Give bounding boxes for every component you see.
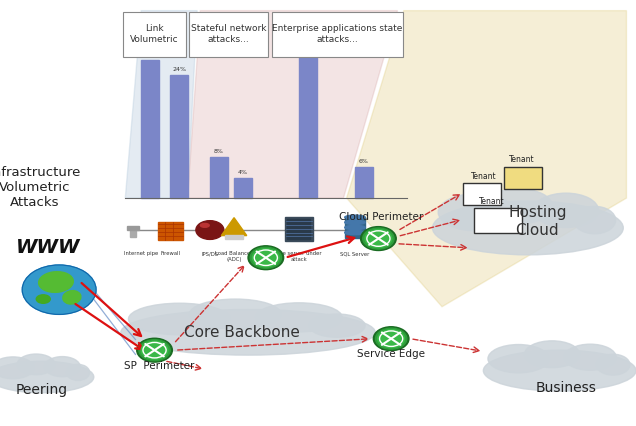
Bar — [130, 227, 136, 237]
Bar — [170, 75, 188, 198]
Bar — [345, 222, 365, 227]
Ellipse shape — [438, 193, 515, 231]
Text: 24%: 24% — [172, 67, 186, 72]
FancyBboxPatch shape — [123, 12, 186, 57]
Text: Load Balancer
(ADC): Load Balancer (ADC) — [216, 251, 252, 262]
Text: 30%: 30% — [301, 36, 315, 41]
Ellipse shape — [597, 354, 630, 375]
Ellipse shape — [200, 223, 209, 227]
Ellipse shape — [525, 341, 579, 368]
Ellipse shape — [564, 344, 616, 370]
Text: Service Edge: Service Edge — [357, 349, 425, 360]
Text: Cloud Perimeter: Cloud Perimeter — [340, 212, 424, 222]
Ellipse shape — [121, 309, 375, 355]
Circle shape — [250, 247, 282, 268]
Ellipse shape — [534, 193, 598, 227]
Text: WWW: WWW — [15, 238, 80, 256]
Bar — [345, 233, 365, 238]
Bar — [210, 157, 228, 198]
Polygon shape — [347, 11, 626, 307]
Text: Internet pipe: Internet pipe — [124, 251, 158, 256]
Ellipse shape — [67, 364, 90, 380]
Text: Enterprise applications state
attacks...: Enterprise applications state attacks... — [272, 24, 402, 44]
Circle shape — [373, 327, 409, 351]
Ellipse shape — [309, 314, 365, 337]
Bar — [345, 217, 365, 222]
Text: 4%: 4% — [238, 170, 248, 175]
Text: SQL Server: SQL Server — [340, 251, 370, 256]
Text: Tenant: Tenant — [471, 172, 496, 181]
Text: 27%: 27% — [143, 52, 157, 57]
Circle shape — [141, 341, 168, 359]
Ellipse shape — [39, 272, 73, 292]
Text: 6%: 6% — [359, 159, 369, 164]
Circle shape — [22, 265, 96, 314]
Ellipse shape — [345, 225, 365, 230]
Ellipse shape — [256, 303, 342, 332]
Ellipse shape — [128, 303, 230, 335]
Text: Hosting
Cloud: Hosting Cloud — [508, 205, 567, 238]
Circle shape — [248, 246, 284, 270]
Circle shape — [365, 230, 392, 248]
Text: Peering: Peering — [15, 383, 67, 397]
Bar — [299, 44, 317, 198]
Text: Tenant: Tenant — [509, 155, 534, 164]
Ellipse shape — [574, 206, 616, 234]
Ellipse shape — [432, 201, 623, 255]
FancyBboxPatch shape — [272, 12, 403, 57]
Polygon shape — [221, 218, 247, 236]
Ellipse shape — [483, 350, 636, 391]
Text: IPS/DS: IPS/DS — [202, 251, 218, 256]
Ellipse shape — [0, 361, 94, 393]
Bar — [355, 167, 373, 198]
Text: Link
Volumetric: Link Volumetric — [130, 24, 179, 44]
Bar — [285, 217, 313, 241]
Text: SP  Perimeter: SP Perimeter — [124, 360, 194, 371]
Circle shape — [196, 221, 224, 239]
Polygon shape — [125, 11, 197, 198]
Text: Business: Business — [536, 381, 597, 394]
Bar — [345, 227, 365, 233]
Ellipse shape — [45, 357, 80, 377]
Polygon shape — [188, 11, 398, 198]
Text: Stateful network
attacks...: Stateful network attacks... — [191, 24, 266, 44]
Ellipse shape — [345, 220, 365, 225]
Ellipse shape — [345, 230, 365, 235]
Text: Tenant: Tenant — [479, 197, 504, 206]
Bar — [158, 222, 183, 240]
Ellipse shape — [63, 291, 81, 304]
Ellipse shape — [36, 295, 50, 303]
Circle shape — [375, 328, 407, 349]
Ellipse shape — [17, 354, 55, 375]
Circle shape — [378, 330, 404, 348]
Ellipse shape — [190, 299, 281, 329]
Circle shape — [361, 227, 396, 250]
Ellipse shape — [0, 357, 34, 379]
Ellipse shape — [345, 215, 365, 219]
Ellipse shape — [484, 189, 553, 224]
Bar — [127, 226, 139, 230]
FancyBboxPatch shape — [504, 167, 542, 189]
FancyBboxPatch shape — [189, 12, 268, 57]
Bar — [287, 219, 310, 239]
Ellipse shape — [488, 345, 549, 373]
Circle shape — [139, 340, 170, 361]
Text: Core Backbone: Core Backbone — [184, 325, 300, 340]
Text: Firewall: Firewall — [160, 251, 181, 256]
FancyBboxPatch shape — [474, 208, 522, 233]
Bar — [234, 178, 252, 198]
Circle shape — [252, 249, 279, 267]
Text: Infrastructure
Volumetric
Attacks: Infrastructure Volumetric Attacks — [0, 166, 81, 209]
Circle shape — [363, 228, 394, 249]
FancyBboxPatch shape — [463, 183, 501, 205]
Text: 8%: 8% — [214, 149, 224, 154]
Bar — [141, 60, 159, 198]
Text: The server under
attack: The server under attack — [276, 251, 322, 262]
Bar — [225, 235, 243, 239]
Circle shape — [137, 338, 172, 362]
